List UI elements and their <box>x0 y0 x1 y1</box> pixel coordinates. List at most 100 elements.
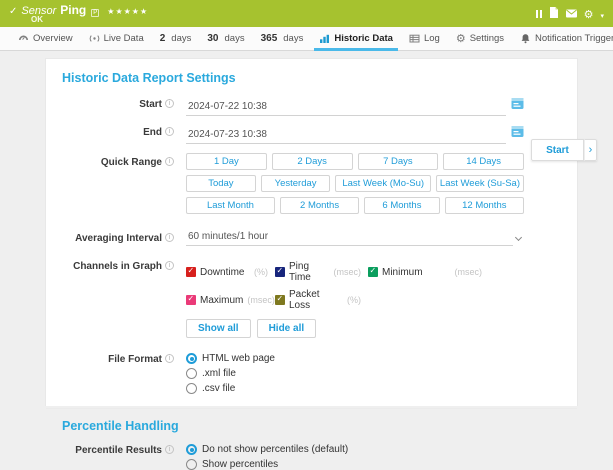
tab-live-data[interactable]: Live Data <box>81 27 152 50</box>
priority-stars[interactable]: ★★★★★ <box>107 7 149 16</box>
tab-historic-data[interactable]: Historic Data <box>311 27 401 51</box>
quick-range-7-days-button[interactable]: 7 Days <box>357 153 439 170</box>
quick-range-label: Quick Range <box>62 153 174 168</box>
sensor-status-badge: OK <box>31 15 43 24</box>
percentile-results-label: Percentile Results <box>62 443 174 456</box>
signal-icon <box>89 33 100 44</box>
channel-ping-time: Ping Time (msec) <box>275 261 361 283</box>
start-label: Start <box>62 97 174 110</box>
percentile-option-do-not-show[interactable]: Do not show percentiles (default) <box>186 444 524 455</box>
mail-icon[interactable] <box>565 5 577 23</box>
quick-range-12-months-button[interactable]: 12 Months <box>444 197 524 214</box>
checkbox-checked[interactable] <box>186 294 196 305</box>
quick-range-2-days-button[interactable]: 2 Days <box>271 153 353 170</box>
info-icon[interactable] <box>165 127 174 136</box>
end-row: End 2024-07-23 10:38 <box>62 125 577 144</box>
averaging-interval-row: Averaging Interval 60 minutes/1 hour <box>62 231 577 246</box>
quick-range-yesterday-button[interactable]: Yesterday <box>260 175 331 192</box>
file-format-option-csv[interactable]: .csv file <box>186 383 524 394</box>
tab-label-number: 30 <box>207 33 219 44</box>
start-button[interactable]: Start <box>531 139 584 161</box>
hide-all-button[interactable]: Hide all <box>256 319 317 338</box>
quick-range-6-months-button[interactable]: 6 Months <box>364 197 440 214</box>
quick-range-2-months-button[interactable]: 2 Months <box>279 197 360 214</box>
bar-chart-icon <box>319 33 330 44</box>
option-label: HTML web page <box>202 353 275 364</box>
option-label: .xml file <box>202 368 236 379</box>
channel-name: Minimum <box>382 266 423 278</box>
quick-range-1-day-button[interactable]: 1 Day <box>186 153 267 170</box>
channel-maximum: Maximum (msec) <box>186 289 275 311</box>
report-icon[interactable] <box>549 5 559 23</box>
percentile-option-show[interactable]: Show percentiles <box>186 459 524 470</box>
quick-range-last-week-su-sa-button[interactable]: Last Week (Su-Sa) <box>435 175 524 192</box>
channel-unit: (msec) <box>247 295 275 305</box>
checkbox-checked[interactable] <box>275 294 285 305</box>
gear-icon[interactable] <box>584 6 594 22</box>
chevron-down-icon <box>514 233 523 242</box>
calendar-icon[interactable] <box>511 97 524 115</box>
tab-label: days <box>283 33 304 44</box>
checkbox-checked[interactable] <box>186 266 196 277</box>
tab-2-days[interactable]: 2 days <box>152 27 200 50</box>
file-format-option-html[interactable]: HTML web page <box>186 353 524 364</box>
radio-unselected[interactable] <box>186 459 197 470</box>
radio-unselected[interactable] <box>186 383 197 394</box>
info-icon[interactable] <box>165 445 174 454</box>
checkbox-checked[interactable] <box>275 266 285 277</box>
channel-packet-loss: Packet Loss (%) <box>275 289 361 311</box>
tab-label-number: 365 <box>260 33 278 44</box>
channel-downtime: Downtime (%) <box>186 261 268 283</box>
show-all-button[interactable]: Show all <box>186 319 251 338</box>
channel-unit: (msec) <box>454 267 483 277</box>
calendar-icon[interactable] <box>511 125 524 143</box>
radio-selected[interactable] <box>186 444 197 455</box>
section-title-percentile-handling: Percentile Handling <box>62 419 179 433</box>
quick-range-last-month-button[interactable]: Last Month <box>186 197 275 214</box>
averaging-interval-select[interactable]: 60 minutes/1 hour <box>186 231 524 246</box>
percentile-results-row: Percentile Results Do not show percentil… <box>62 443 577 470</box>
sensor-name: Ping <box>60 3 87 17</box>
tab-log[interactable]: Log <box>401 27 448 50</box>
start-split-button: Start › <box>531 139 597 161</box>
sensor-header: ✓ Sensor Ping P ★★★★★ OK <box>0 0 613 27</box>
file-format-option-xml[interactable]: .xml file <box>186 368 524 379</box>
radio-unselected[interactable] <box>186 368 197 379</box>
channel-unit: (%) <box>347 295 361 305</box>
tab-label: Overview <box>33 33 73 44</box>
quick-range-last-week-mo-su-button[interactable]: Last Week (Mo-Su) <box>335 175 431 192</box>
gear-icon <box>456 32 466 45</box>
tab-365-days[interactable]: 365 days <box>253 27 312 50</box>
info-icon[interactable] <box>165 157 174 166</box>
gauge-icon <box>18 33 29 44</box>
tab-label: Historic Data <box>334 33 393 44</box>
info-icon[interactable] <box>165 261 174 270</box>
tab-notification-triggers[interactable]: Notification Triggers <box>512 27 613 50</box>
pause-icon[interactable] <box>535 10 542 18</box>
caret-down-icon[interactable] <box>600 6 604 22</box>
historic-data-panel: Historic Data Report Settings Start 2024… <box>45 58 578 470</box>
start-datetime-input[interactable]: 2024-07-22 10:38 <box>186 101 506 116</box>
end-datetime-input[interactable]: 2024-07-23 10:38 <box>186 129 506 144</box>
sensor-priority-badge: P <box>91 9 100 17</box>
option-label: Do not show percentiles (default) <box>202 444 349 455</box>
radio-selected[interactable] <box>186 353 197 364</box>
start-button-chevron[interactable]: › <box>584 139 597 161</box>
checkbox-checked[interactable] <box>368 266 378 277</box>
tab-label: days <box>171 33 192 44</box>
tab-30-days[interactable]: 30 days <box>199 27 252 50</box>
channel-name: Downtime <box>200 266 245 278</box>
quick-range-today-button[interactable]: Today <box>186 175 256 192</box>
averaging-interval-label: Averaging Interval <box>62 231 174 244</box>
quick-range-row: Quick Range 1 Day 2 Days 7 Days 14 Days … <box>62 153 577 219</box>
info-icon[interactable] <box>165 354 174 363</box>
option-label: .csv file <box>202 383 236 394</box>
sensor-kind-label: Sensor <box>21 5 57 17</box>
info-icon[interactable] <box>165 233 174 242</box>
tab-bar: Overview Live Data 2 days 30 days 365 da… <box>0 27 613 51</box>
tab-overview[interactable]: Overview <box>10 27 81 50</box>
info-icon[interactable] <box>165 99 174 108</box>
tab-settings[interactable]: Settings <box>448 27 512 50</box>
quick-range-14-days-button[interactable]: 14 Days <box>443 153 524 170</box>
tab-label-number: 2 <box>159 33 166 44</box>
